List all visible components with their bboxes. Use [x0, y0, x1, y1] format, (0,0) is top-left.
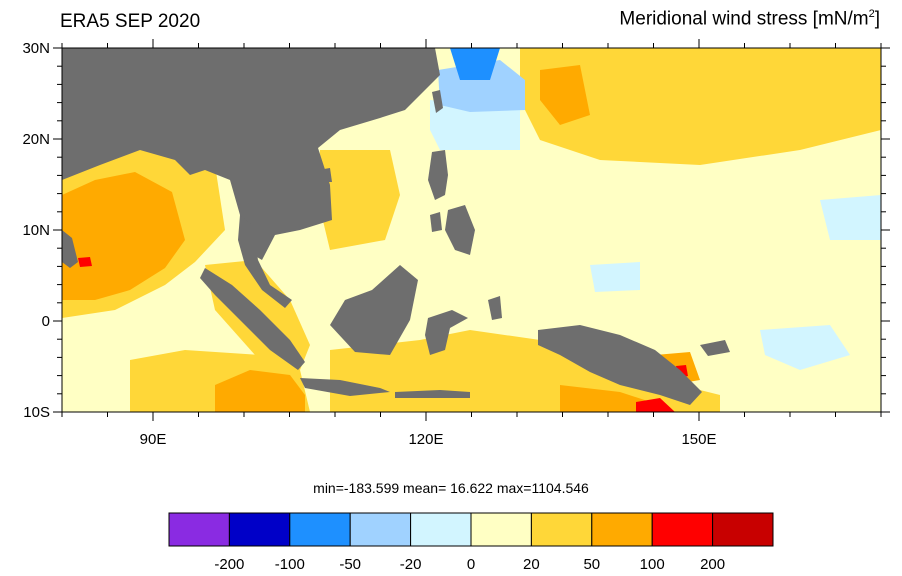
colorbar-label: -20: [400, 556, 422, 573]
colorbar-labels: -200 -100 -50 -20 0 20 50 100 200: [214, 556, 725, 573]
colorbar-label: 20: [523, 556, 540, 573]
colorbar-boxes: [168, 512, 774, 547]
colorbar-swatch: [651, 512, 714, 547]
lon-tick-label: 90E: [140, 431, 167, 448]
colorbar-swatch: [168, 512, 230, 547]
colorbar-swatch: [591, 512, 653, 547]
lon-tick-label: 150E: [681, 431, 716, 448]
colorbar-swatch: [349, 512, 412, 547]
wind-stress-map: 30N 20N 10N 0 10S 90E 120E 150E: [22, 39, 890, 448]
field-statistics: min=-183.599 mean= 16.622 max=1104.546: [313, 480, 589, 496]
map-title: ERA5 SEP 2020: [60, 11, 201, 32]
colorbar-label: 0: [467, 556, 475, 573]
field-contours: [62, 48, 881, 412]
colorbar-swatch: [712, 512, 774, 547]
axis-ticks: [53, 39, 890, 421]
colorbar-label: 100: [640, 556, 665, 573]
colorbar-label: -200: [214, 556, 244, 573]
colorbar-swatch: [410, 512, 472, 547]
colorbar-swatch: [228, 512, 291, 547]
lat-tick-label: 20N: [22, 131, 50, 148]
lon-tick-label: 120E: [408, 431, 443, 448]
land-mass: [62, 48, 730, 405]
variable-title: Meridional wind stress [mN/m2]: [619, 8, 880, 30]
colorbar-swatch: [530, 512, 593, 547]
colorbar-label: -100: [275, 556, 305, 573]
axis-tick-labels: 30N 20N 10N 0 10S 90E 120E 150E: [22, 40, 716, 448]
colorbar-swatch: [289, 512, 351, 547]
colorbar-swatch: [470, 512, 532, 547]
lat-tick-label: 0: [42, 313, 50, 330]
colorbar-label: 200: [700, 556, 725, 573]
lat-tick-label: 10S: [23, 404, 50, 421]
colorbar-label: 50: [583, 556, 600, 573]
lat-tick-label: 30N: [22, 40, 50, 57]
lat-tick-label: 10N: [22, 222, 50, 239]
colorbar-label: -50: [339, 556, 361, 573]
